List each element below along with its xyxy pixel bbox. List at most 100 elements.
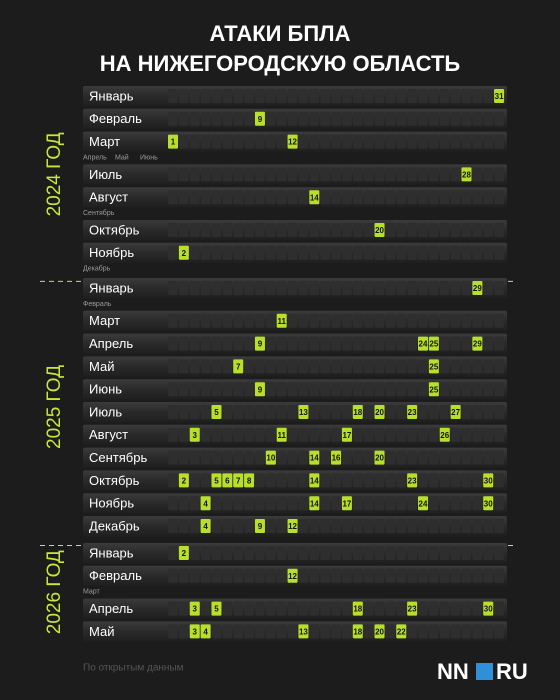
day-slot: [472, 568, 483, 583]
day-slot: [255, 496, 265, 511]
day-slot: [439, 568, 450, 583]
day-slot: [407, 359, 417, 374]
day-slot: [450, 111, 461, 126]
day-slot: [385, 134, 396, 149]
day-slot: [407, 134, 417, 149]
day-slot: [255, 601, 265, 616]
day-slot: [331, 281, 341, 295]
day-slot: [374, 568, 385, 583]
day-slot: [396, 190, 407, 205]
day-slot: [168, 167, 178, 182]
day-slot: [407, 427, 417, 442]
day-slot: [309, 313, 320, 328]
day-slot: [461, 496, 472, 511]
day-slot: [320, 427, 330, 442]
attack-day-label: 23: [408, 605, 417, 614]
day-slot: [461, 473, 472, 488]
day-slot: [450, 601, 461, 616]
day-slot: [363, 568, 374, 583]
day-slot: [450, 313, 461, 328]
day-slot: [266, 473, 276, 488]
skipped-month: Май: [115, 153, 129, 161]
day-slot: [494, 190, 504, 205]
day-slot: [298, 245, 309, 260]
day-slot: [287, 167, 298, 182]
attack-day: [178, 245, 189, 260]
day-slot: [472, 359, 483, 374]
day-slot: [374, 190, 385, 205]
day-slot: [418, 382, 428, 397]
attack-day: [374, 624, 385, 639]
attack-day-label: 9: [258, 385, 263, 394]
month-name: Декабрь: [89, 518, 140, 533]
attack-day-label: 6: [225, 477, 230, 486]
day-slot: [168, 568, 178, 583]
day-slot: [222, 496, 233, 511]
day-slot: [276, 281, 287, 295]
day-slot: [450, 190, 461, 205]
day-slot: [439, 167, 450, 182]
day-slot: [244, 496, 254, 511]
day-slot: [385, 336, 396, 351]
day-slot: [309, 405, 320, 419]
day-slot: [200, 359, 211, 374]
day-slot: [385, 190, 396, 205]
day-slot: [385, 89, 396, 103]
day-slot: [494, 601, 504, 616]
month-name: Май: [89, 624, 114, 639]
attack-day-label: 14: [310, 499, 319, 508]
attack-day: [450, 405, 461, 419]
day-slot: [352, 496, 363, 511]
day-slot: [342, 382, 352, 397]
day-slot: [385, 427, 396, 442]
day-slot: [342, 134, 352, 149]
day-slot: [179, 624, 189, 639]
day-slot: [189, 568, 200, 583]
day-slot: [418, 89, 428, 103]
attack-day-label: 25: [429, 385, 438, 394]
day-slot: [439, 405, 450, 419]
day-slot: [439, 601, 450, 616]
day-slot: [418, 167, 428, 182]
day-slot: [396, 405, 407, 419]
day-slot: [200, 245, 211, 260]
day-slot: [309, 223, 320, 237]
day-slot: [179, 405, 189, 419]
day-slot: [309, 111, 320, 126]
day-slot: [266, 134, 276, 149]
day-slot: [266, 167, 276, 182]
day-slot: [287, 601, 298, 616]
day-slot: [233, 245, 244, 260]
attack-day-label: 29: [473, 284, 482, 293]
day-slot: [298, 281, 309, 295]
day-slot: [200, 313, 211, 328]
day-slot: [472, 167, 483, 182]
day-slot: [363, 473, 374, 488]
day-slot: [494, 450, 504, 465]
day-slot: [298, 313, 309, 328]
day-slot: [189, 336, 200, 351]
day-slot: [352, 167, 363, 182]
day-slot: [494, 568, 504, 583]
day-slot: [494, 496, 504, 511]
month-name: Ноябрь: [89, 245, 134, 260]
day-slot: [429, 427, 439, 442]
month-name: Май: [89, 359, 114, 374]
day-slot: [276, 190, 287, 205]
attack-day-label: 5: [214, 408, 219, 417]
day-slot: [233, 167, 244, 182]
day-slot: [396, 89, 407, 103]
day-slot: [472, 601, 483, 616]
day-slot: [331, 359, 341, 374]
day-slot: [244, 281, 254, 295]
day-slot: [179, 519, 189, 533]
day-slot: [287, 359, 298, 374]
title: НА НИЖЕГОРОДСКУЮ ОБЛАСТЬ: [100, 51, 461, 76]
day-slot: [450, 134, 461, 149]
day-slot: [483, 336, 494, 351]
day-slot: [331, 601, 341, 616]
day-slot: [189, 450, 200, 465]
day-slot: [266, 359, 276, 374]
attack-day: [374, 450, 385, 465]
